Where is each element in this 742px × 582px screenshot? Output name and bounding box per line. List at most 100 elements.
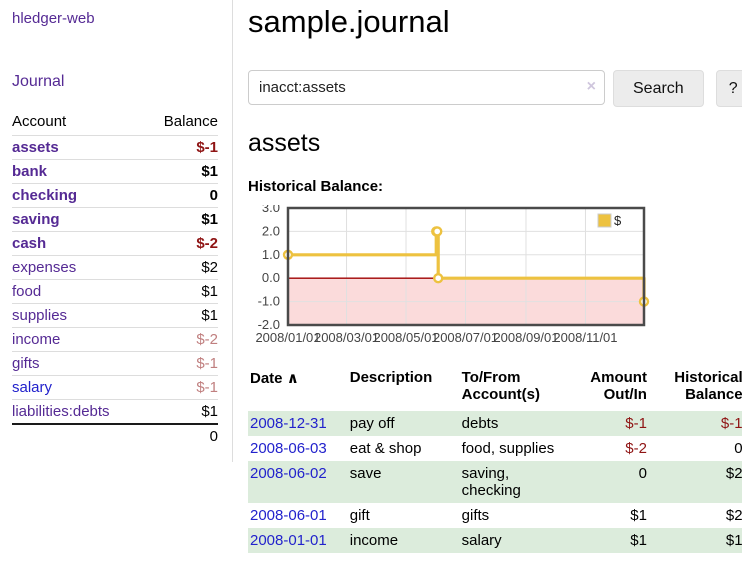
- account-balance: $-2: [144, 327, 218, 352]
- transaction-date-link[interactable]: 2008-06-03: [250, 440, 327, 457]
- account-balance: $1: [144, 399, 218, 424]
- account-name-cell: supplies: [12, 303, 145, 328]
- transaction-balance: 0: [734, 440, 742, 457]
- transaction-balance: $-1: [720, 415, 742, 432]
- account-link[interactable]: assets: [12, 139, 59, 156]
- transaction-amount: $1: [630, 507, 647, 524]
- account-name-cell: bank: [12, 159, 145, 184]
- accounts-total-spacer: [12, 423, 145, 448]
- chart-border: [286, 206, 646, 327]
- accounts-header-account: Account: [12, 113, 67, 130]
- header-date-label: Date: [250, 370, 283, 387]
- account-balance: $1: [144, 207, 218, 232]
- account-title: assets: [248, 129, 321, 157]
- search-input-wrap: ×: [248, 70, 605, 107]
- account-link[interactable]: bank: [12, 163, 48, 180]
- transaction-date-link[interactable]: 2008-01-01: [250, 532, 327, 549]
- account-link[interactable]: gifts: [12, 355, 40, 372]
- historical-balance-chart: $3.0 2.0 1.0 0.0 -1.0 -2.0 2008/01/01 2008/03/0…: [248, 205, 742, 351]
- chart-canvas: $3.0 2.0 1.0 0.0 -1.0 -2.02008/01/012008/03/0…: [255, 205, 650, 345]
- account-balance: $1: [144, 159, 218, 184]
- accounts-total-value: 0: [144, 423, 218, 448]
- transaction-description: eat & shop: [349, 440, 422, 457]
- legend-swatch: [597, 213, 612, 228]
- chart-data-point: [433, 272, 444, 284]
- transaction-date-cell: 2008-01-01: [248, 528, 350, 553]
- clear-search-icon[interactable]: ×: [586, 78, 596, 95]
- app-title-link[interactable]: hledger-web: [12, 10, 95, 27]
- account-row: bank $1: [12, 159, 218, 184]
- transaction-date-cell: 2008-06-02: [248, 461, 350, 503]
- transaction-accounts: salary: [461, 532, 502, 549]
- x-axis-tick-label: 2008/09/01: [493, 330, 558, 345]
- account-link[interactable]: liabilities:debts: [12, 403, 110, 420]
- table-row: 2008-01-01 income salary $1 $1: [248, 528, 742, 553]
- header-date[interactable]: Date ∧: [248, 367, 350, 411]
- sidebar-item-journal[interactable]: Journal: [12, 73, 65, 90]
- search-input[interactable]: [248, 70, 605, 105]
- account-name-cell: assets: [12, 135, 145, 160]
- account-balance: $-1: [144, 375, 218, 400]
- account-link[interactable]: expenses: [12, 259, 77, 276]
- x-axis-tick-label: 2008/07/01: [433, 330, 498, 345]
- search-form: × Search ?: [248, 70, 742, 107]
- account-link[interactable]: supplies: [12, 307, 68, 324]
- legend-label: $: [614, 213, 622, 228]
- header-balance: Historical Balance: [674, 369, 742, 403]
- register-header-row: Date ∧ Description To/From Account(s) Am…: [248, 367, 742, 411]
- account-row: income $-2: [12, 327, 218, 352]
- page-title: sample.journal: [248, 4, 450, 39]
- chart-data-point: [432, 226, 443, 237]
- account-balance: 0: [144, 183, 218, 208]
- y-axis-tick-label: -2.0: [258, 317, 280, 332]
- y-axis-tick-label: 2.0: [262, 223, 280, 238]
- account-balance: $-2: [144, 231, 218, 256]
- x-axis-tick-label: 2008/01/01: [255, 330, 320, 345]
- account-name-cell: liabilities:debts: [12, 399, 145, 424]
- table-row: 2008-06-02 save saving, checking 0 $2: [248, 461, 742, 503]
- account-name-cell: checking: [12, 183, 145, 208]
- register-table: Date ∧ Description To/From Account(s) Am…: [248, 367, 742, 553]
- account-link[interactable]: checking: [12, 187, 78, 204]
- account-name-cell: gifts: [12, 351, 145, 376]
- transaction-accounts: gifts: [461, 507, 490, 524]
- table-row: 2008-06-01 gift gifts $1 $2: [248, 503, 742, 528]
- accounts-header-balance: Balance: [163, 113, 218, 130]
- transaction-date-link[interactable]: 2008-12-31: [250, 415, 327, 432]
- account-row: supplies $1: [12, 303, 218, 328]
- transaction-date-link[interactable]: 2008-06-02: [250, 465, 327, 482]
- account-link[interactable]: saving: [12, 211, 60, 228]
- y-axis-tick-label: 1.0: [262, 247, 280, 262]
- account-row: liabilities:debts $1: [12, 399, 218, 424]
- x-axis-tick-label: 2008/11/01: [553, 330, 617, 345]
- accounts-total-row: 0: [12, 423, 218, 448]
- sidebar: hledger-web Journal Account Balance asse…: [0, 0, 233, 462]
- account-link[interactable]: food: [12, 283, 42, 300]
- account-name-cell: saving: [12, 207, 145, 232]
- transaction-balance: $2: [725, 507, 742, 524]
- header-amount: Amount Out/In: [590, 369, 647, 403]
- transaction-description: income: [349, 532, 399, 549]
- account-row: cash $-2: [12, 231, 218, 256]
- account-link[interactable]: income: [12, 331, 61, 348]
- table-row: 2008-06-03 eat & shop food, supplies $-2 0: [248, 436, 742, 461]
- account-name-cell: food: [12, 279, 145, 304]
- chart-label: Historical Balance:: [248, 178, 384, 195]
- account-name-cell: income: [12, 327, 145, 352]
- transaction-balance: $2: [725, 465, 742, 482]
- help-button[interactable]: ?: [715, 70, 742, 107]
- account-link[interactable]: cash: [12, 235, 47, 252]
- account-name-cell: expenses: [12, 255, 145, 280]
- register-table-body: 2008-12-31 pay off debts $-1 $-1 2008-06-03 ea…: [248, 411, 742, 553]
- transaction-date-link[interactable]: 2008-06-01: [250, 507, 327, 524]
- account-balance: $-1: [144, 135, 218, 160]
- x-axis-tick-label: 2008/05/01: [373, 330, 438, 345]
- search-button[interactable]: Search: [613, 70, 704, 107]
- transaction-balance: $1: [725, 532, 742, 549]
- accounts-table-body: assets $-1 bank $1 checking 0 saving $1 cash $-2 e…: [12, 135, 218, 424]
- transaction-description: pay off: [349, 415, 395, 432]
- transaction-date-cell: 2008-06-03: [248, 436, 350, 461]
- account-balance: $1: [144, 279, 218, 304]
- account-link[interactable]: salary: [12, 379, 53, 396]
- sort-asc-icon: ∧: [286, 370, 299, 387]
